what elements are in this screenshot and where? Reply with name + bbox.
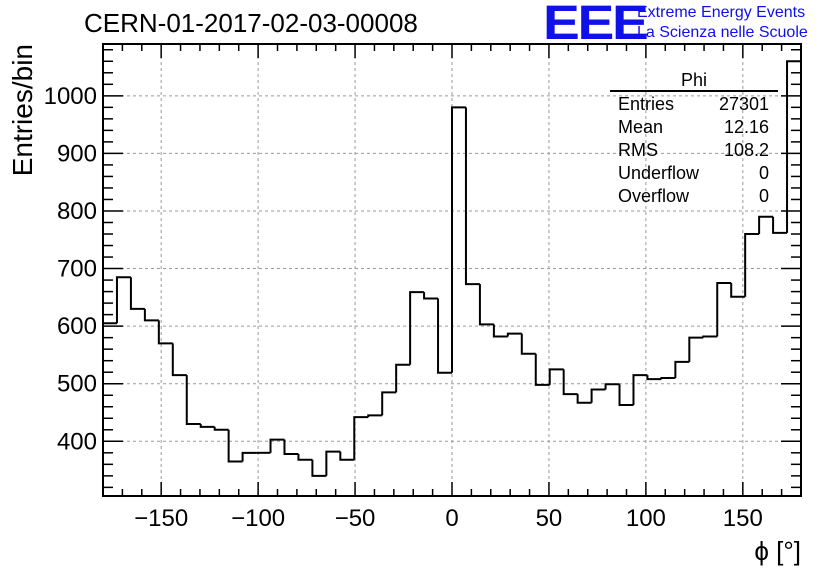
histogram-bin <box>534 353 550 386</box>
histogram-bin <box>632 374 648 406</box>
histogram-bin <box>492 324 508 338</box>
x-tick-label: 150 <box>723 505 763 532</box>
histogram-bin <box>381 391 397 416</box>
stats-row-label: Underflow <box>618 163 700 183</box>
histogram-bin <box>227 429 243 463</box>
stats-box-title: Phi <box>681 70 707 90</box>
histogram-bin <box>311 459 327 477</box>
histogram-bin <box>590 388 606 403</box>
histogram-bin <box>199 424 215 428</box>
stats-row-label: Overflow <box>618 186 690 206</box>
stats-box: Phi Entries 27301 Mean 12.16 RMS 108.2 Underflo… <box>610 70 778 206</box>
histogram-bin <box>283 439 299 455</box>
histogram-bin <box>367 414 383 418</box>
histogram-bin <box>143 308 159 322</box>
histogram-bin <box>478 284 494 326</box>
stats-row-label: Entries <box>618 94 674 114</box>
histogram-bin <box>674 360 690 378</box>
histogram-bin <box>171 343 187 377</box>
x-tick-label: 50 <box>536 505 563 532</box>
x-tick-label: −150 <box>134 505 188 532</box>
x-tick-label: 0 <box>445 505 458 532</box>
histogram-bin <box>786 60 801 233</box>
chart-title: CERN-01-2017-02-03-00008 <box>84 8 418 38</box>
y-tick-label: 700 <box>57 256 97 283</box>
histogram-bin <box>157 320 173 345</box>
histogram-bin <box>702 335 718 338</box>
axes: −150 −100 −50 0 50 100 150 400 500 600 700 800 900 10… <box>7 43 802 566</box>
stats-row-value: 27301 <box>719 94 769 114</box>
histogram-bin <box>562 369 578 396</box>
logo-caption-line2: La Scienza nelle Scuole <box>637 24 808 41</box>
histogram-bin <box>409 291 425 365</box>
histogram-bin <box>339 451 355 461</box>
eee-logo: EEE <box>543 0 649 50</box>
histogram-bin <box>241 451 257 462</box>
histogram-series <box>103 60 801 477</box>
histogram-bin <box>213 426 229 431</box>
histogram-bin <box>520 333 536 355</box>
y-tick-label: 500 <box>57 371 97 398</box>
histogram-bin <box>325 450 341 476</box>
y-tick-label: 800 <box>57 198 97 225</box>
histogram-bin <box>618 384 634 407</box>
y-tick-label: 1000 <box>44 83 97 110</box>
stats-row-value: 108.2 <box>724 140 769 160</box>
x-tick-label: −50 <box>335 505 376 532</box>
histogram-bin <box>548 368 564 385</box>
histogram-bin <box>129 277 145 310</box>
histogram-bin <box>269 438 285 453</box>
histogram-bin <box>395 363 411 393</box>
x-axis-label: ϕ [°] <box>754 536 801 566</box>
histogram-bin <box>688 336 704 362</box>
y-tick-label: 900 <box>57 140 97 167</box>
stats-row-label: Mean <box>618 117 663 137</box>
histogram-bin <box>576 394 592 404</box>
histogram-bin <box>353 416 369 460</box>
histogram-bin <box>772 216 788 234</box>
stats-row-value: 0 <box>759 163 769 183</box>
stats-row-value: 0 <box>759 186 769 206</box>
histogram-bin <box>423 292 439 300</box>
histogram-bin <box>646 375 662 381</box>
histogram-bin <box>604 383 620 390</box>
histogram-bin <box>297 453 313 461</box>
histogram-bin <box>464 107 480 286</box>
histogram-bin <box>185 375 201 426</box>
y-tick-label: 600 <box>57 313 97 340</box>
histogram-bin <box>758 215 774 235</box>
x-tick-label: −100 <box>231 505 285 532</box>
histogram-bin <box>716 281 732 337</box>
histogram-bin <box>744 233 760 297</box>
histogram-bin <box>506 332 522 337</box>
x-tick-label: 100 <box>626 505 666 532</box>
histogram-bin <box>660 376 676 380</box>
histogram-bin <box>730 282 746 298</box>
histogram-bin <box>115 276 131 324</box>
stats-row-value: 12.16 <box>724 117 769 137</box>
y-axis-label: Entries/bin <box>7 44 38 176</box>
logo-caption-line1: Extreme Energy Events <box>637 4 806 21</box>
histogram-bin <box>451 106 466 373</box>
histogram-bin <box>437 298 452 374</box>
stats-row-label: RMS <box>618 140 658 160</box>
y-tick-label: 400 <box>57 428 97 455</box>
